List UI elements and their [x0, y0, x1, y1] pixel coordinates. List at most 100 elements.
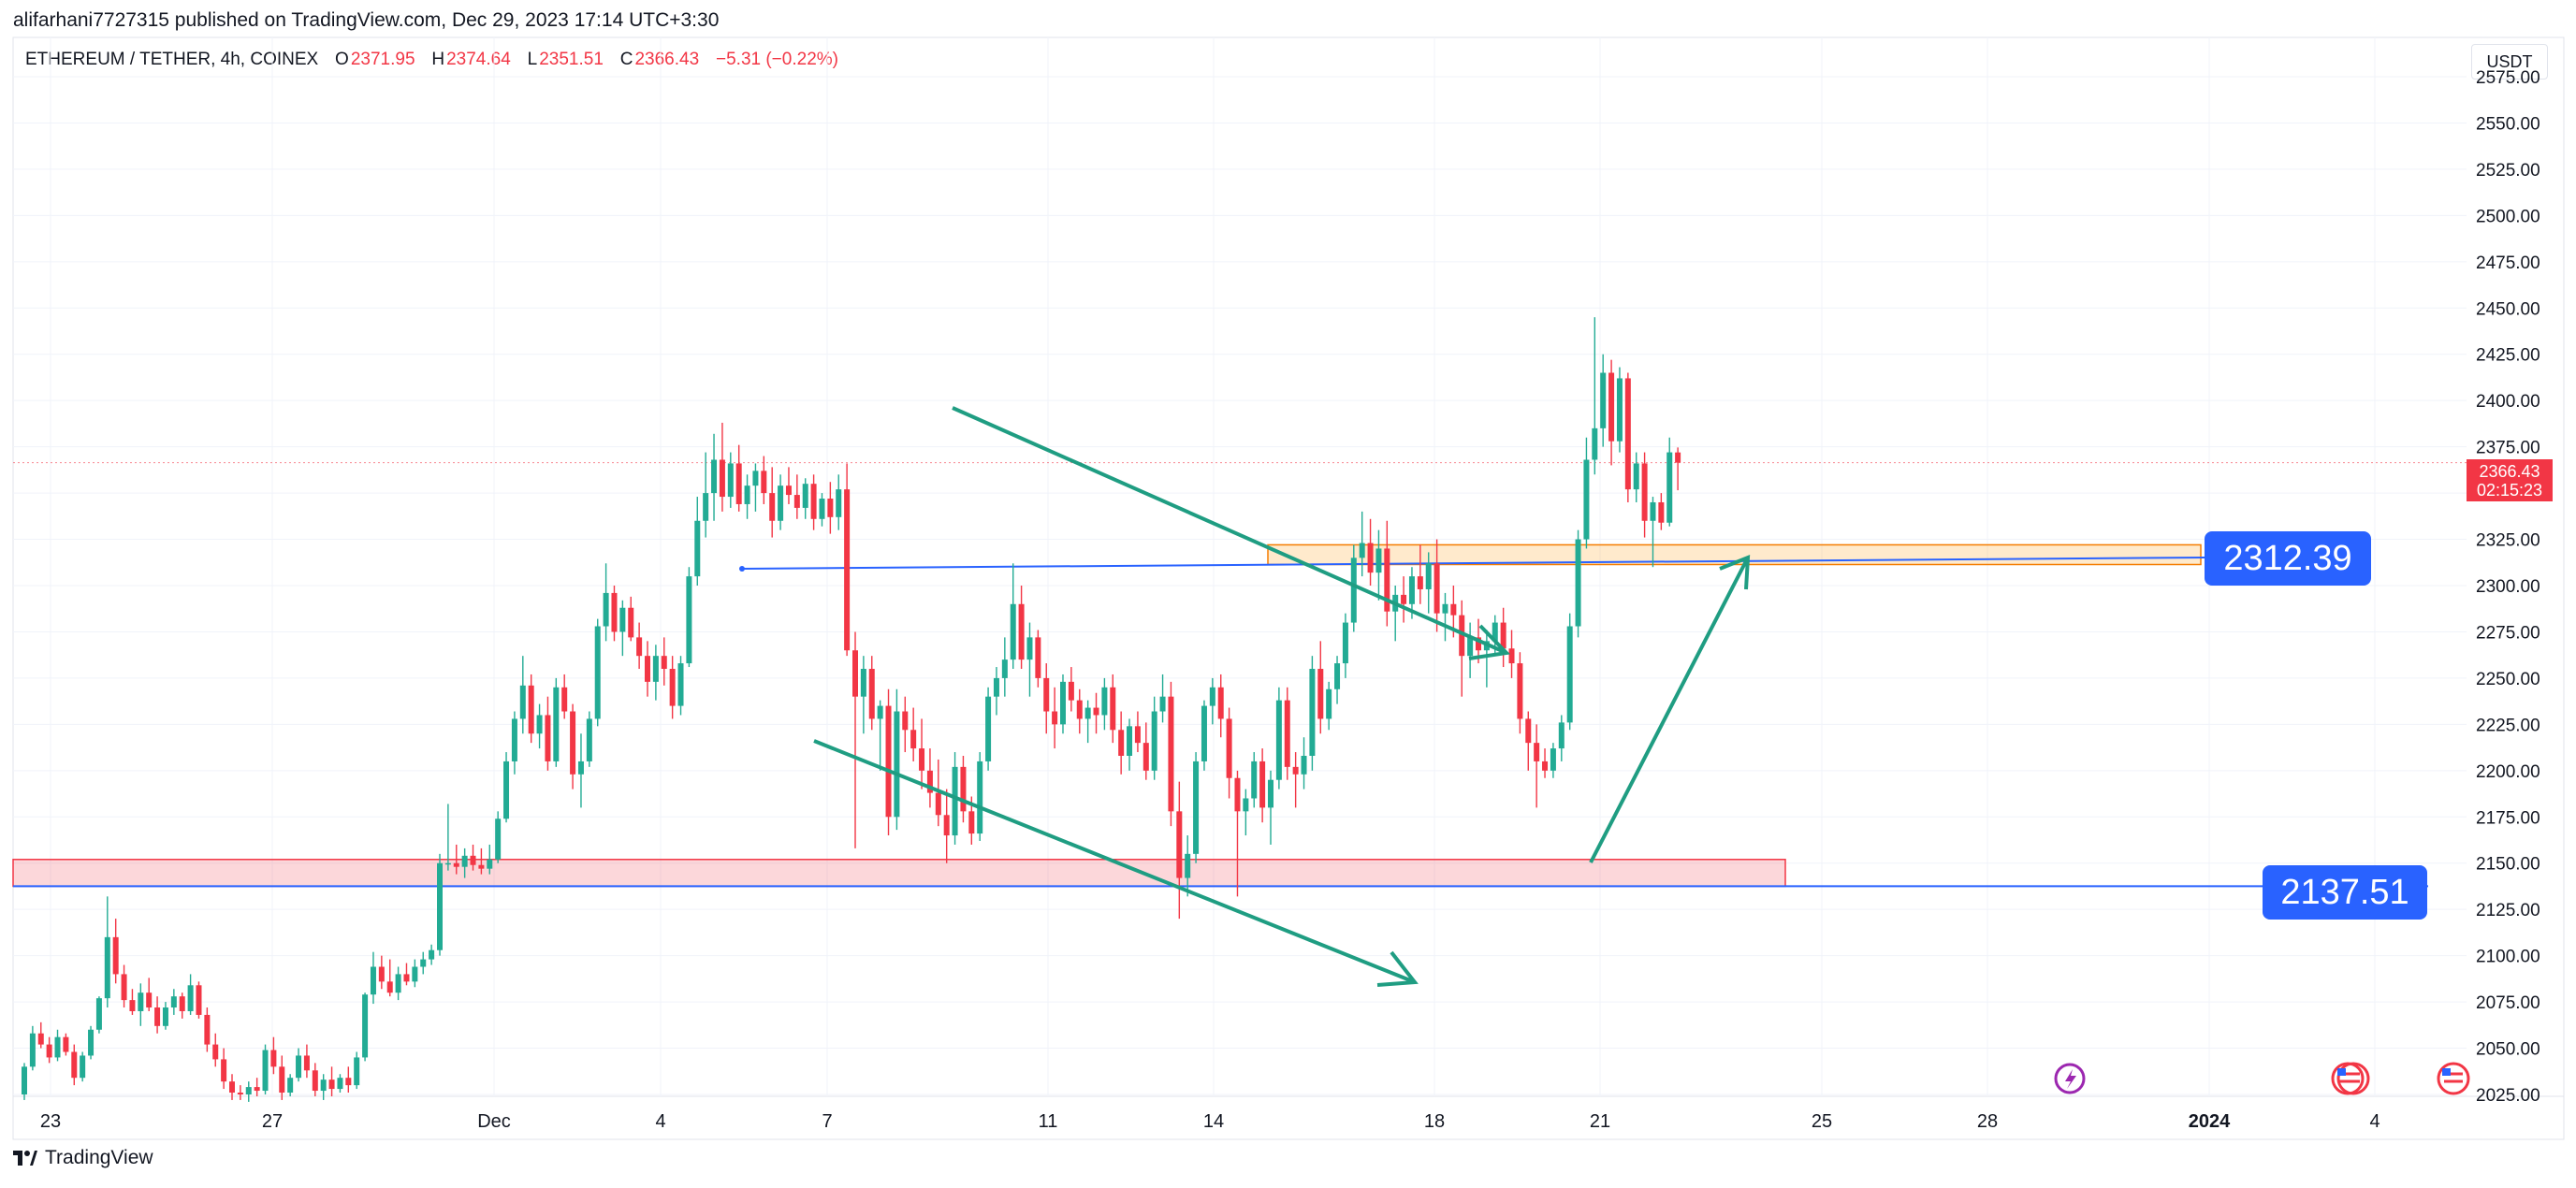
candle: [437, 853, 443, 956]
y-tick-label: 2175.00: [2476, 808, 2540, 828]
candle: [553, 677, 560, 767]
candle-body: [245, 1087, 252, 1094]
candle-body: [1459, 615, 1465, 657]
candle: [386, 959, 393, 997]
candle: [511, 711, 517, 775]
candle: [1600, 354, 1607, 447]
arrowhead-lower: [1376, 950, 1419, 987]
candle: [1334, 656, 1341, 704]
candle: [827, 482, 834, 534]
x-tick-label: 7: [822, 1111, 832, 1132]
candle: [162, 1002, 168, 1030]
candle-body: [735, 463, 742, 504]
candle: [328, 1066, 335, 1096]
candle: [793, 474, 800, 519]
candle: [345, 1066, 352, 1094]
candle: [719, 422, 725, 512]
candle-body: [594, 626, 601, 719]
candle: [919, 718, 925, 790]
drawings-layer: [813, 406, 1751, 987]
candle-body: [170, 996, 177, 1008]
candle: [952, 752, 958, 845]
candle-body: [1600, 372, 1607, 428]
y-tick-label: 2450.00: [2476, 299, 2540, 319]
candle: [761, 456, 767, 504]
candle: [1666, 437, 1673, 527]
candle-body: [1675, 452, 1681, 463]
candle-body: [885, 705, 892, 818]
candle: [1392, 586, 1399, 642]
candle: [1118, 711, 1125, 775]
candle: [645, 641, 650, 697]
candle-body: [1633, 463, 1639, 490]
currency-selector[interactable]: USDT: [2471, 44, 2548, 80]
candle-body: [262, 1050, 269, 1092]
candle: [461, 848, 468, 878]
candle: [1275, 687, 1282, 790]
candle: [844, 463, 851, 657]
candle: [1151, 696, 1157, 780]
candle-body: [793, 495, 800, 508]
resistance-zone: [1267, 543, 2202, 566]
candle-body: [403, 974, 410, 982]
candle: [154, 996, 161, 1034]
footer-brand-label: TradingView: [45, 1147, 153, 1168]
candle: [146, 978, 153, 1011]
candle: [1110, 674, 1116, 744]
candle-body: [1084, 707, 1091, 719]
candle: [296, 1048, 302, 1082]
candle-body: [112, 936, 119, 975]
candle-body: [943, 815, 950, 836]
candle-body: [453, 862, 459, 867]
candle: [1517, 652, 1523, 734]
candle: [270, 1036, 277, 1075]
y-tick-label: 2225.00: [2476, 716, 2540, 735]
candle: [860, 656, 866, 734]
candle-body: [1641, 463, 1648, 521]
candle: [1675, 447, 1681, 491]
trendline-upper-arrow: [952, 406, 1507, 655]
candle: [619, 600, 626, 657]
candle: [1142, 722, 1149, 780]
candle: [545, 696, 551, 771]
candle: [819, 493, 825, 527]
candle: [1442, 592, 1448, 642]
candle: [727, 452, 734, 508]
candle: [711, 433, 718, 521]
chart-legend: ETHEREUM / TETHER, 4h, COINEX O 2371.95 H…: [25, 50, 840, 70]
candle-body: [354, 1057, 360, 1086]
candle-body: [636, 637, 643, 657]
candle-body: [703, 493, 709, 521]
candle: [769, 467, 776, 538]
candle: [611, 586, 618, 642]
candle: [1201, 700, 1207, 771]
candle: [1467, 622, 1474, 678]
candle-body: [711, 459, 718, 494]
symbol-label[interactable]: ETHEREUM / TETHER, 4h, COINEX: [25, 50, 319, 69]
footer-brand[interactable]: TradingView: [13, 1147, 153, 1169]
candle-body: [993, 677, 999, 697]
candle: [868, 656, 875, 731]
candle-body: [138, 992, 144, 1011]
candle: [1434, 539, 1440, 632]
candle-body: [412, 966, 418, 982]
candle: [1309, 656, 1316, 771]
candle-body: [1517, 663, 1523, 719]
candle: [1043, 663, 1050, 734]
candle-body: [37, 1033, 44, 1045]
candle-body: [420, 959, 427, 967]
candle: [1018, 586, 1025, 670]
candle-body: [778, 485, 784, 521]
x-tick-label: 2024: [2189, 1111, 2231, 1132]
candle-body: [1666, 452, 1673, 523]
candle-body: [121, 974, 127, 1001]
candle-body: [1508, 648, 1515, 664]
candle-body: [1467, 637, 1474, 657]
y-tick-label: 2375.00: [2476, 439, 2540, 458]
candle: [1035, 630, 1041, 688]
candle: [1459, 600, 1465, 697]
candle-body: [586, 718, 592, 761]
candle-body: [395, 974, 401, 993]
candle-body: [154, 1007, 161, 1026]
